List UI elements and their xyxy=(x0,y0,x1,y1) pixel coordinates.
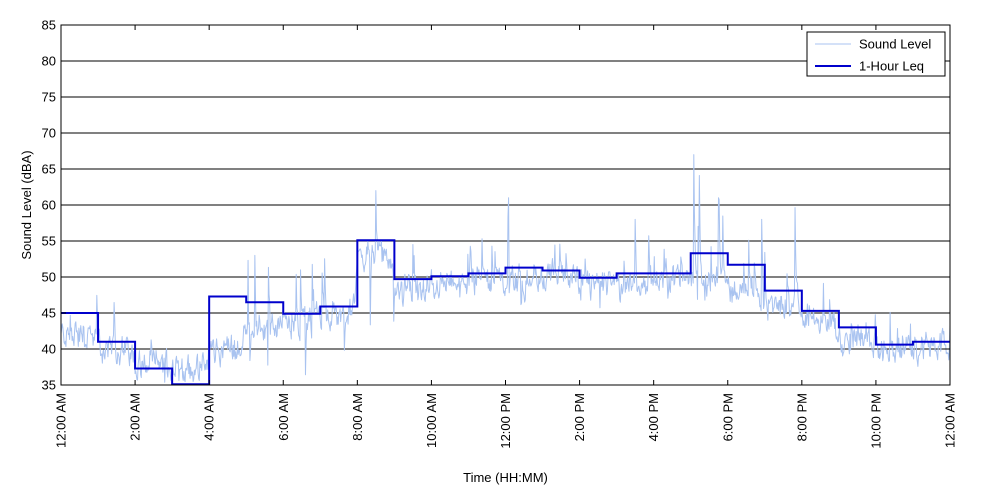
y-tick-label: 45 xyxy=(42,306,56,321)
legend-label-sound-level: Sound Level xyxy=(859,37,931,52)
x-tick-label: 8:00 PM xyxy=(794,393,809,441)
x-tick-label: 12:00 AM xyxy=(54,393,69,448)
x-tick-label: 2:00 AM xyxy=(128,393,143,441)
x-tick-label: 10:00 PM xyxy=(868,393,883,449)
leq-line xyxy=(61,239,950,386)
x-tick-label: 12:00 AM xyxy=(943,393,958,448)
x-tick-label: 6:00 PM xyxy=(720,393,735,441)
x-axis-label: Time (HH:MM) xyxy=(463,470,548,485)
x-tick-label: 10:00 AM xyxy=(424,393,439,448)
x-tick-label: 4:00 PM xyxy=(646,393,661,441)
y-axis: 35 40 45 50 55 60 65 70 75 80 85 xyxy=(42,18,950,393)
y-axis-label: Sound Level (dBA) xyxy=(19,150,34,259)
legend-box xyxy=(806,31,946,77)
y-tick-label: 65 xyxy=(42,162,56,177)
y-tick-label: 55 xyxy=(42,234,56,249)
leq-series xyxy=(61,239,950,386)
y-tick-label: 50 xyxy=(42,270,56,285)
x-tick-label: 6:00 AM xyxy=(276,393,291,441)
legend: Sound Level 1-Hour Leq xyxy=(806,31,946,77)
x-axis: 12:00 AM 2:00 AM 4:00 AM 6:00 AM 8:00 AM 10:0… xyxy=(54,25,958,449)
y-tick-label: 60 xyxy=(42,198,56,213)
x-tick-label: 2:00 PM xyxy=(572,393,587,441)
x-tick-label: 12:00 PM xyxy=(498,393,513,449)
y-tick-label: 70 xyxy=(42,126,56,141)
y-tick-label: 80 xyxy=(42,54,56,69)
y-tick-label: 40 xyxy=(42,342,56,357)
y-tick-label: 35 xyxy=(42,378,56,393)
y-tick-label: 85 xyxy=(42,18,56,33)
y-tick-label: 75 xyxy=(42,90,56,105)
legend-label-leq: 1-Hour Leq xyxy=(859,59,924,74)
x-tick-label: 4:00 AM xyxy=(202,393,217,441)
x-tick-label: 8:00 AM xyxy=(350,393,365,441)
